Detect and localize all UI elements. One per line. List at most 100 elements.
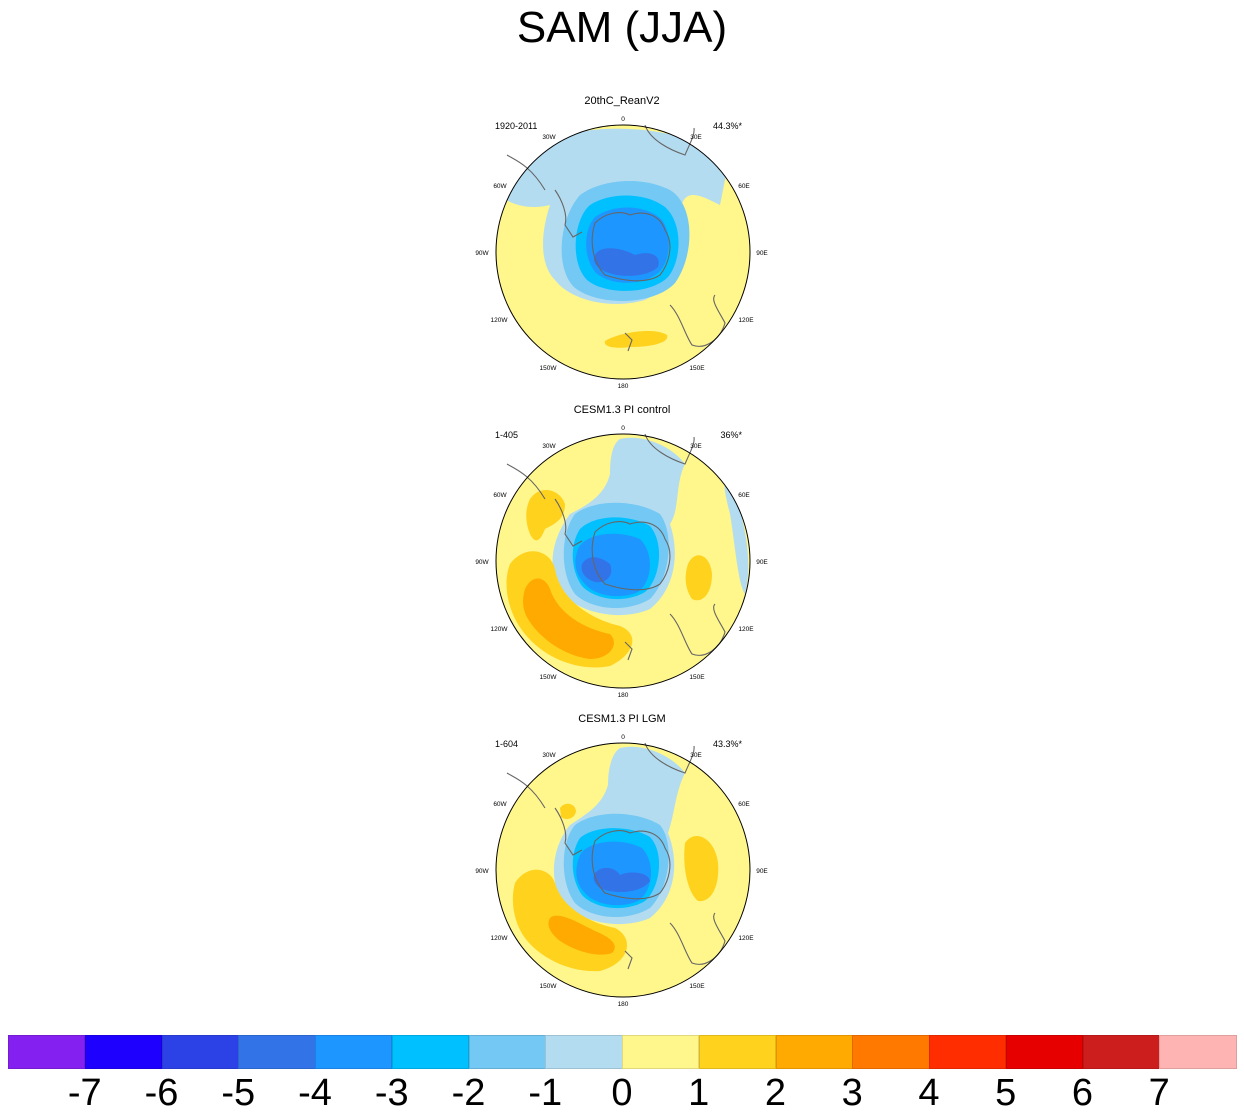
level-1-2-northwest-field (526, 489, 565, 541)
lon-label: 150W (540, 983, 558, 990)
longitude-labels: 0 30E 60E 90E 120E 150E 180 150W 120W 90… (475, 116, 768, 390)
lon-label: 60W (493, 801, 507, 808)
level-1-2-field (604, 330, 668, 348)
colorbar-tick-label: 4 (918, 1072, 940, 1114)
lon-label: 120E (738, 317, 754, 324)
level-neg5-neg4-field (593, 867, 650, 893)
lon-label: 30W (542, 134, 556, 141)
lon-label: 180 (618, 692, 629, 699)
colorbar-tick-label: 0 (611, 1072, 633, 1114)
colorbar-swatch (1159, 1035, 1237, 1069)
lon-label: 30E (690, 443, 702, 450)
colorbar-swatch (8, 1035, 86, 1069)
colorbar-swatch (1082, 1035, 1160, 1069)
colorbar-swatch (238, 1035, 316, 1069)
coastlines (506, 742, 726, 970)
level-neg1-0-east-field (724, 474, 749, 594)
colorbar-tick-label: -5 (221, 1072, 256, 1114)
colorbar-swatch (84, 1035, 162, 1069)
lon-label: 90E (756, 868, 768, 875)
lon-label: 30W (542, 752, 556, 759)
colorbar-tick-label: 1 (688, 1072, 710, 1114)
colorbar-swatch (929, 1035, 1007, 1069)
colorbar-tick-label: 6 (1071, 1072, 1094, 1114)
colorbar-tick-label: 3 (841, 1072, 863, 1114)
lon-label: 60W (493, 492, 507, 499)
map-panel-reanalysis: 20thC_ReanV2 1920-2011 44.3%* 0 30E 60E … (470, 95, 774, 395)
lon-label: 0 (621, 425, 625, 432)
map-boundary (495, 742, 751, 998)
longitude-labels: 0 30E 60E 90E 120E 150E 180 150W 120W 90… (475, 734, 768, 1008)
colorbar-swatch (391, 1035, 469, 1069)
level-1-2-east-field (684, 835, 719, 902)
lon-label: 30E (690, 752, 702, 759)
lon-label: 120E (738, 626, 754, 633)
lon-label: 150E (689, 365, 705, 372)
map-boundary (495, 124, 751, 380)
colorbar-tick-label: 2 (764, 1072, 787, 1114)
colorbar-tick-label: -7 (67, 1072, 102, 1114)
colorbar-tick-label: -6 (144, 1072, 179, 1114)
lon-label: 0 (621, 116, 625, 123)
panel-period: 1-604 (495, 739, 519, 749)
colorbar-tick-label: 5 (995, 1072, 1017, 1114)
polar-map: 0 30E 60E 90E 120E 150E 180 150W 120W 90… (475, 425, 768, 699)
lon-label: 90W (475, 868, 489, 875)
lon-label: 120W (491, 935, 509, 942)
lon-label: 60E (738, 183, 750, 190)
lon-label: 120E (738, 935, 754, 942)
colorbar-swatch (468, 1035, 546, 1069)
colorbar-swatch (545, 1035, 623, 1069)
polar-map: 0 30E 60E 90E 120E 150E 180 150W 120W 90… (475, 734, 768, 1008)
colorbar-swatch (852, 1035, 930, 1069)
colorbar (8, 1035, 1237, 1069)
map-panel-pi-control: CESM1.3 PI control 1-405 36%* 0 (470, 404, 774, 704)
lon-label: 60E (738, 492, 750, 499)
lon-label: 90E (756, 250, 768, 257)
level-2-3-field (523, 578, 614, 659)
panel-variance: 43.3%* (712, 739, 742, 749)
lon-label: 60E (738, 801, 750, 808)
map-panel-pi-lgm: CESM1.3 PI LGM 1-604 43.3%* 0 30E (470, 713, 774, 1013)
lon-label: 90W (475, 559, 489, 566)
colorbar-swatch (775, 1035, 853, 1069)
lon-label: 90E (756, 559, 768, 566)
lon-label: 90W (475, 250, 489, 257)
lon-label: 120W (491, 626, 509, 633)
lon-label: 150W (540, 674, 558, 681)
level-1-2-northwest-field (560, 803, 576, 819)
lon-label: 30W (542, 443, 556, 450)
map-boundary (495, 433, 751, 689)
level-1-2-east-field (685, 555, 712, 601)
panel-period: 1920-2011 (495, 121, 538, 131)
colorbar-tick-label: 7 (1148, 1072, 1170, 1114)
coastlines (506, 433, 726, 661)
panel-variance: 44.3%* (712, 121, 742, 131)
figure-title: SAM (JJA) (516, 3, 728, 52)
polar-map: 0 30E 60E 90E 120E 150E 180 150W 120W 90… (475, 116, 768, 390)
colorbar-swatch (1005, 1035, 1083, 1069)
colorbar-swatch (698, 1035, 776, 1069)
colorbar-tick-label: -3 (374, 1072, 409, 1114)
colorbar-swatch (315, 1035, 393, 1069)
panel-title: 20thC_ReanV2 (584, 95, 660, 107)
colorbar-tick-label: -2 (451, 1072, 486, 1114)
longitude-labels: 0 30E 60E 90E 120E 150E 180 150W 120W 90… (475, 425, 768, 699)
lon-label: 30E (690, 134, 702, 141)
panel-title: CESM1.3 PI control (573, 404, 671, 416)
panel-variance: 36%* (720, 430, 742, 440)
lon-label: 0 (621, 734, 625, 741)
lon-label: 120W (491, 317, 509, 324)
colorbar-tick-label: -1 (528, 1072, 563, 1114)
level-neg5-neg4-field (594, 248, 659, 276)
lon-label: 150W (540, 365, 558, 372)
colorbar-swatch (622, 1035, 700, 1069)
level-2-3-field (548, 915, 615, 955)
lon-label: 150E (689, 674, 705, 681)
lon-label: 180 (618, 1001, 629, 1008)
coastlines (506, 124, 726, 352)
lon-label: 150E (689, 983, 705, 990)
lon-label: 60W (493, 183, 507, 190)
panel-period: 1-405 (495, 430, 519, 440)
colorbar-swatch (161, 1035, 239, 1069)
